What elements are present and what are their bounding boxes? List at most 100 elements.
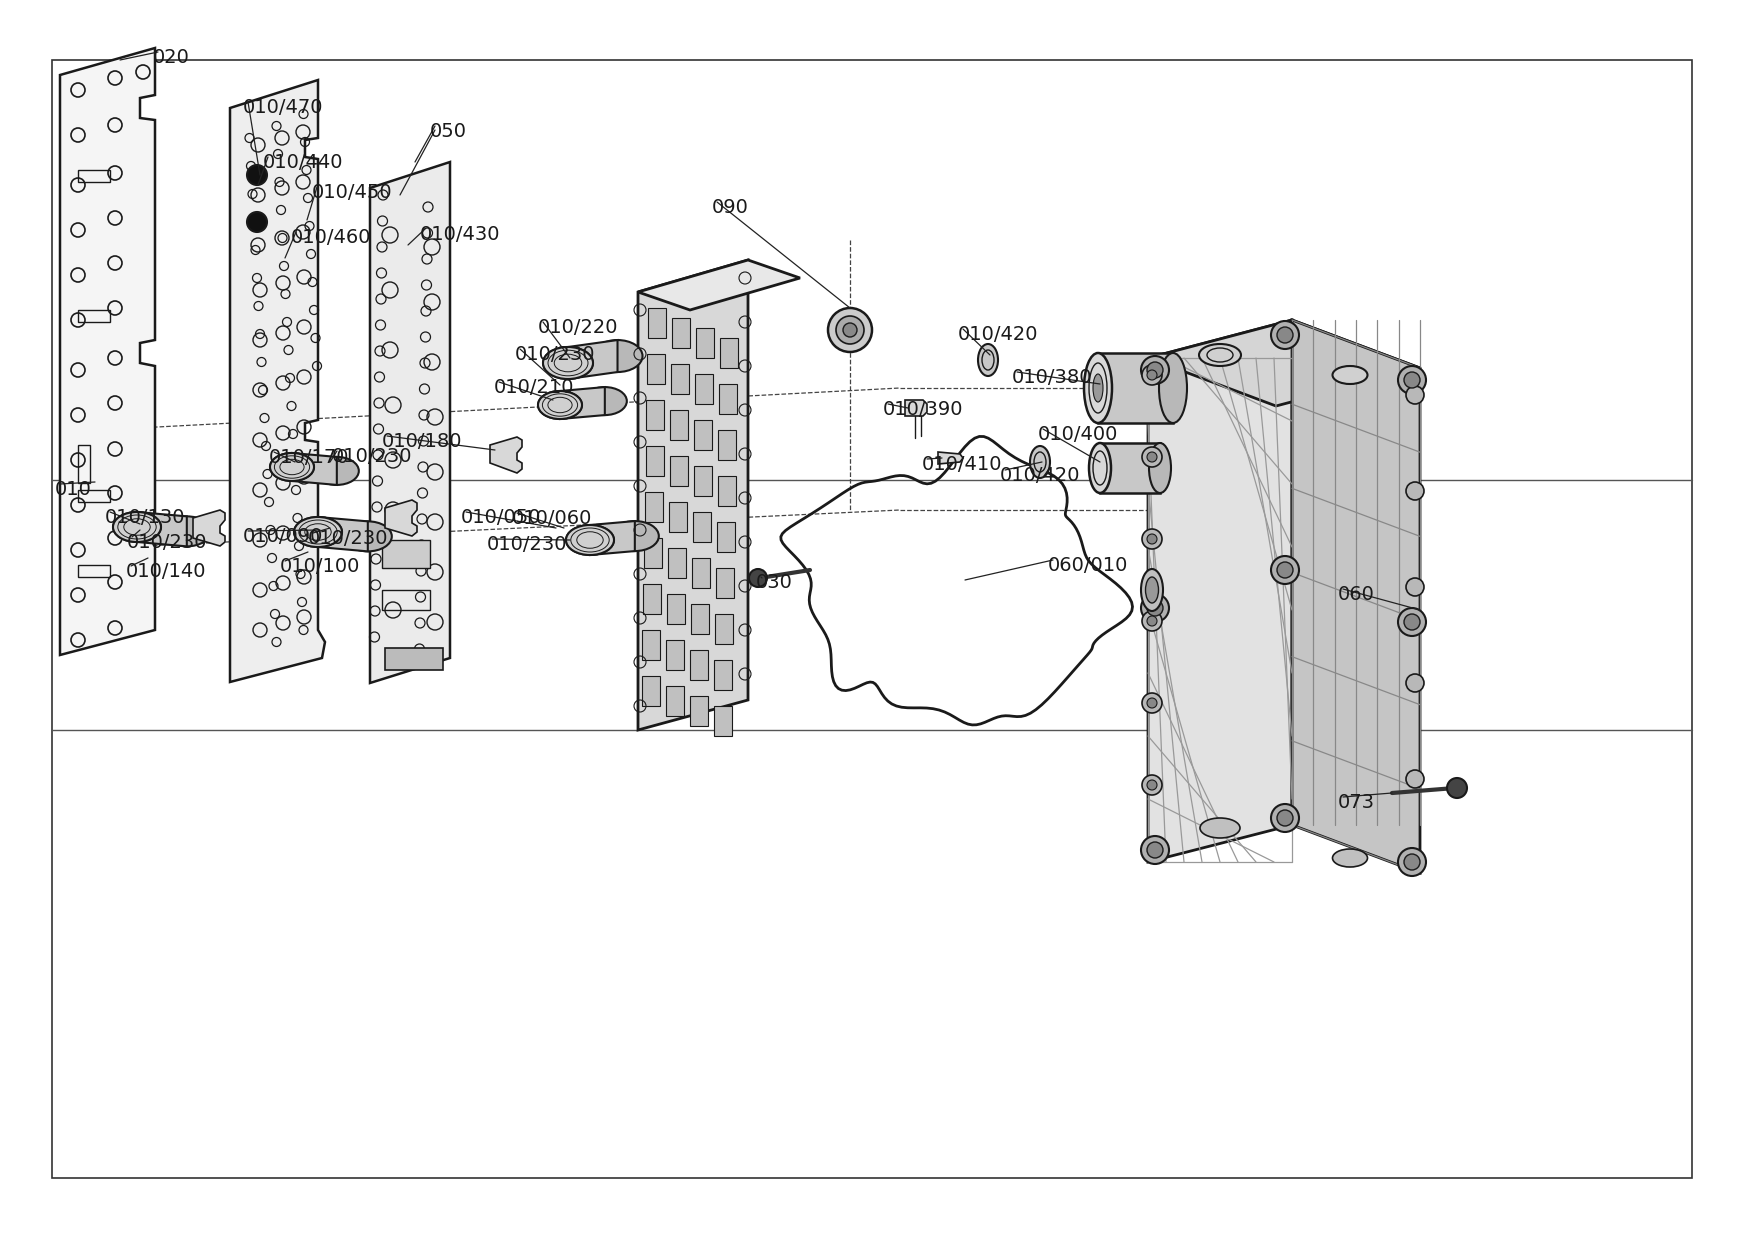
Polygon shape: [1098, 353, 1173, 423]
Circle shape: [1142, 611, 1161, 631]
Text: 073: 073: [1338, 794, 1375, 812]
Ellipse shape: [582, 387, 626, 415]
Circle shape: [1147, 780, 1158, 790]
Circle shape: [1398, 366, 1426, 394]
Circle shape: [1147, 453, 1158, 463]
Ellipse shape: [1200, 343, 1242, 366]
Ellipse shape: [270, 453, 314, 481]
Bar: [667, 640, 684, 670]
Bar: [384, 649, 444, 670]
Text: 010/450: 010/450: [312, 184, 393, 202]
Polygon shape: [230, 81, 324, 682]
Bar: [670, 410, 688, 440]
Text: 010/100: 010/100: [281, 557, 360, 577]
Text: 010: 010: [54, 480, 91, 498]
Text: 010/130: 010/130: [105, 508, 186, 527]
Text: 010/230: 010/230: [516, 345, 596, 365]
Text: 010/410: 010/410: [923, 455, 1003, 474]
Bar: [695, 420, 712, 450]
Bar: [642, 676, 660, 706]
Bar: [77, 490, 111, 502]
Polygon shape: [384, 500, 417, 536]
Text: 010/440: 010/440: [263, 153, 344, 172]
Polygon shape: [560, 387, 605, 419]
Bar: [382, 590, 430, 610]
Bar: [668, 502, 688, 532]
Circle shape: [1147, 362, 1163, 378]
Circle shape: [828, 308, 872, 352]
Circle shape: [1277, 810, 1293, 826]
Ellipse shape: [567, 525, 614, 556]
Text: 010/430: 010/430: [419, 224, 500, 244]
Polygon shape: [938, 453, 963, 464]
Text: 010/390: 010/390: [882, 401, 963, 419]
Text: 010/470: 010/470: [244, 98, 323, 117]
Bar: [668, 548, 686, 578]
Circle shape: [1147, 842, 1163, 858]
Bar: [77, 310, 111, 322]
Circle shape: [1403, 854, 1421, 870]
Text: 010/230: 010/230: [309, 529, 388, 548]
Polygon shape: [60, 48, 154, 655]
Bar: [644, 538, 661, 568]
Ellipse shape: [295, 517, 342, 547]
Ellipse shape: [979, 343, 998, 376]
Ellipse shape: [112, 512, 161, 542]
Circle shape: [1398, 848, 1426, 875]
Circle shape: [749, 569, 766, 587]
Text: 010/170: 010/170: [268, 448, 349, 467]
Circle shape: [1272, 804, 1300, 832]
Bar: [695, 374, 714, 404]
Circle shape: [1407, 675, 1424, 692]
Text: 010/220: 010/220: [538, 317, 619, 337]
Circle shape: [1407, 482, 1424, 500]
Bar: [670, 456, 688, 486]
Ellipse shape: [1030, 446, 1051, 477]
Circle shape: [1142, 529, 1161, 549]
Polygon shape: [291, 453, 337, 485]
Ellipse shape: [567, 525, 614, 556]
Text: 010/420: 010/420: [1000, 466, 1080, 485]
Bar: [644, 584, 661, 614]
Bar: [714, 660, 733, 689]
Circle shape: [1147, 698, 1158, 708]
Ellipse shape: [1159, 353, 1187, 423]
Text: 010/380: 010/380: [1012, 368, 1093, 387]
Ellipse shape: [610, 521, 660, 551]
Circle shape: [1142, 356, 1168, 384]
Bar: [642, 630, 661, 660]
Ellipse shape: [163, 516, 210, 547]
Polygon shape: [1149, 320, 1421, 405]
Circle shape: [1277, 327, 1293, 343]
Circle shape: [1407, 578, 1424, 596]
Polygon shape: [568, 340, 617, 379]
Text: 010/230: 010/230: [488, 534, 568, 554]
Polygon shape: [638, 260, 800, 310]
Ellipse shape: [1145, 577, 1158, 603]
Circle shape: [1407, 386, 1424, 404]
Bar: [689, 696, 707, 725]
Ellipse shape: [593, 340, 642, 372]
Ellipse shape: [1149, 443, 1172, 494]
Polygon shape: [370, 162, 451, 683]
Circle shape: [1147, 600, 1163, 616]
Circle shape: [247, 165, 267, 185]
Bar: [77, 565, 111, 577]
Bar: [717, 476, 735, 506]
Ellipse shape: [112, 512, 161, 542]
Text: 010/400: 010/400: [1038, 425, 1119, 444]
Polygon shape: [317, 517, 368, 552]
Ellipse shape: [1333, 849, 1368, 867]
Ellipse shape: [344, 521, 391, 552]
Bar: [719, 339, 738, 368]
Ellipse shape: [314, 456, 360, 485]
Circle shape: [1407, 770, 1424, 787]
Polygon shape: [193, 510, 225, 546]
Bar: [77, 445, 89, 484]
Polygon shape: [589, 521, 635, 556]
Ellipse shape: [1089, 443, 1110, 494]
Polygon shape: [137, 512, 188, 547]
Ellipse shape: [544, 347, 593, 379]
Circle shape: [1142, 775, 1161, 795]
Bar: [647, 308, 667, 339]
